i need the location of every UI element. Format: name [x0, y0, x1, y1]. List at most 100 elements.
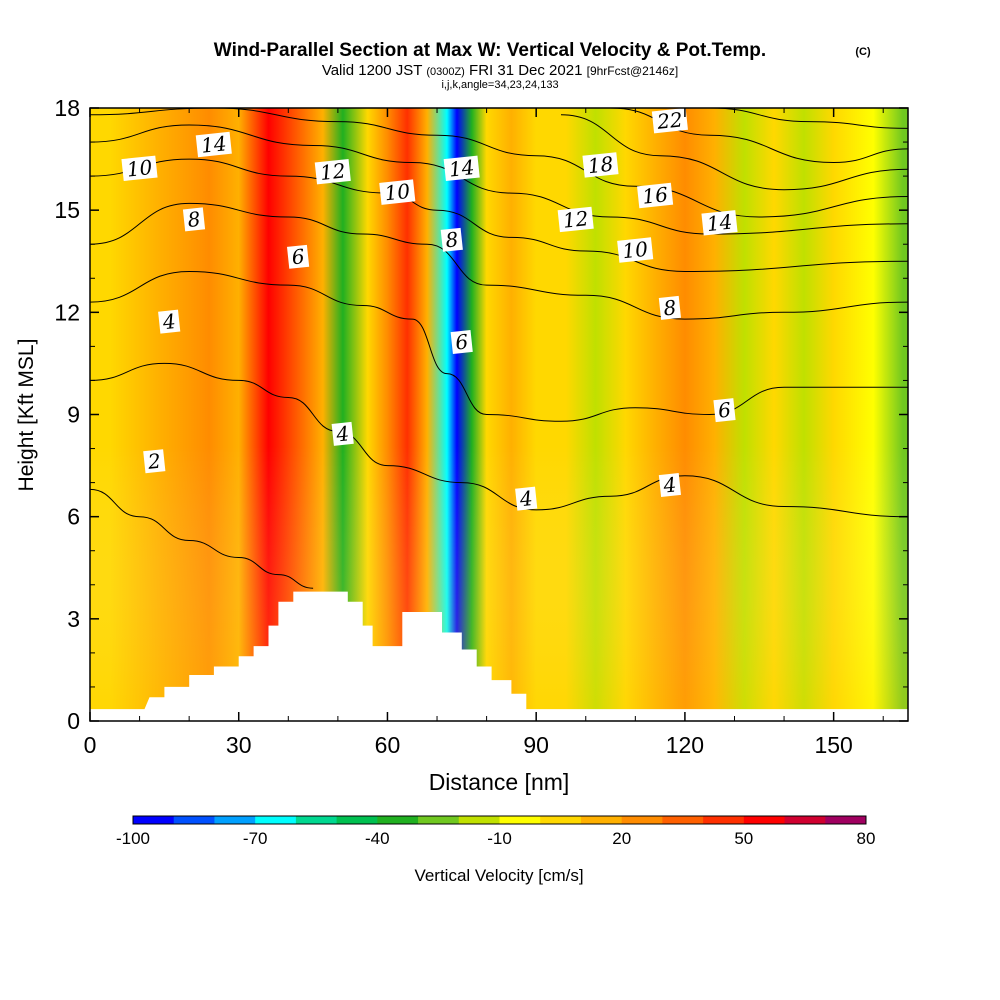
y-tick-label: 0 — [67, 708, 80, 734]
svg-text:4: 4 — [518, 486, 534, 511]
chart-title: Wind-Parallel Section at Max W: Vertical… — [214, 40, 766, 61]
contour-label: 4 — [331, 421, 354, 447]
svg-text:10: 10 — [126, 155, 154, 182]
svg-text:10: 10 — [383, 179, 411, 206]
svg-text:6: 6 — [291, 244, 306, 269]
svg-text:14: 14 — [448, 155, 476, 182]
theta-contour-22 — [709, 108, 908, 129]
section-indices: i,j,k,angle=34,23,24,133 — [441, 79, 558, 91]
colorbar-tick-label: 80 — [857, 829, 876, 848]
theta-contour-10 — [90, 158, 908, 273]
x-axis: 0 30 60 90 120 150 — [84, 108, 884, 758]
colorbar-swatch — [336, 816, 378, 824]
theta-contour-4 — [90, 362, 908, 518]
y-tick-label: 3 — [67, 606, 80, 632]
contour-label: 8 — [658, 295, 681, 321]
colorbar-swatch — [825, 816, 867, 824]
valid-utc: (0300Z) — [426, 66, 465, 78]
svg-text:22: 22 — [655, 107, 684, 134]
colorbar-swatch — [743, 816, 786, 824]
colorbar-swatch — [214, 816, 256, 824]
svg-text:12: 12 — [319, 158, 347, 185]
contour-label: 10 — [121, 155, 158, 182]
contour-label: 22 — [651, 107, 688, 134]
colorbar-swatch — [499, 816, 541, 824]
terrain — [90, 591, 908, 721]
forecast-info: [9hrFcst@2146z] — [587, 64, 679, 78]
contour-label: 4 — [658, 472, 681, 498]
colorbar-swatch — [662, 816, 704, 824]
theta-contour-6 — [90, 270, 908, 422]
contour-label: 14 — [195, 131, 232, 158]
theta-contour-2 — [90, 488, 314, 589]
y-tick-label: 9 — [67, 402, 80, 428]
colorbar-swatch — [784, 816, 826, 824]
colorbar-label: Vertical Velocity [cm/s] — [414, 866, 583, 885]
y-tick-label: 18 — [54, 95, 80, 121]
x-axis-label: Distance [nm] — [429, 769, 570, 795]
contour-label: 2 — [143, 449, 166, 474]
colorbar-tick-label: -70 — [243, 829, 268, 848]
colorbar-swatch — [418, 816, 460, 824]
x-tick-label: 0 — [84, 732, 97, 758]
contour-label: 16 — [637, 182, 674, 209]
contour-labels: 2 4 4 4 4 6 6 6 8 8 8 10 10 10 12 12 14 14 14 16 18 22 — [121, 107, 738, 511]
contour-label: 12 — [314, 158, 351, 185]
colorbar-swatch — [540, 816, 582, 824]
contour-label: 6 — [713, 397, 736, 423]
svg-text:14: 14 — [200, 131, 228, 158]
colorbar-swatch — [133, 816, 175, 824]
svg-text:4: 4 — [334, 421, 350, 446]
svg-text:16: 16 — [641, 182, 669, 209]
theta-contour-16 — [560, 114, 908, 191]
svg-text:8: 8 — [444, 227, 459, 252]
colorbar-tick-label: -40 — [365, 829, 390, 848]
colorbar-swatch — [621, 816, 663, 824]
contour-label: 4 — [158, 309, 181, 334]
y-tick-label: 6 — [67, 504, 80, 530]
contour-label: 4 — [515, 486, 538, 511]
colorbar-tick-label: 20 — [612, 829, 631, 848]
y-tick-label: 15 — [54, 197, 80, 223]
svg-text:18: 18 — [587, 152, 615, 179]
colorbar-tick-label: 50 — [734, 829, 753, 848]
contour-label: 18 — [582, 152, 619, 179]
x-tick-label: 150 — [814, 732, 852, 758]
svg-text:6: 6 — [717, 397, 732, 422]
svg-text:6: 6 — [454, 329, 469, 354]
x-tick-label: 120 — [666, 732, 704, 758]
y-axis-label: Height [Kft MSL] — [15, 339, 38, 492]
contour-label: 10 — [617, 237, 654, 264]
contour-label: 8 — [182, 207, 206, 232]
y-axis: 0 3 6 9 12 15 18 — [54, 95, 908, 734]
contour-label: 14 — [701, 210, 738, 237]
contour-label: 12 — [557, 206, 594, 233]
valid-date: FRI 31 Dec 2021 — [469, 62, 582, 79]
theta-contours — [90, 108, 908, 589]
svg-text:8: 8 — [186, 207, 201, 232]
colorbar-swatch — [173, 816, 215, 824]
svg-text:10: 10 — [621, 237, 649, 264]
svg-text:4: 4 — [161, 309, 177, 334]
x-tick-label: 90 — [523, 732, 549, 758]
y-tick-label: 12 — [54, 299, 80, 325]
contour-label: 8 — [440, 227, 463, 252]
theta-contour-8 — [90, 202, 908, 320]
copyright-mark: (C) — [855, 46, 871, 58]
x-tick-label: 60 — [375, 732, 401, 758]
colorbar-swatch — [255, 816, 297, 824]
contour-label: 6 — [287, 244, 310, 269]
x-tick-label: 30 — [226, 732, 252, 758]
colorbar-tick-label: -10 — [487, 829, 512, 848]
colorbar-swatch — [377, 816, 419, 824]
colorbar-swatch — [580, 816, 623, 824]
svg-text:8: 8 — [662, 295, 677, 320]
svg-text:4: 4 — [661, 472, 677, 497]
colorbar-swatch — [703, 816, 745, 824]
contour-label: 10 — [379, 179, 416, 206]
colorbar — [132, 815, 867, 825]
valid-time-line: Valid 1200 JST (0300Z) FRI 31 Dec 2021 [… — [322, 62, 678, 79]
svg-text:14: 14 — [706, 210, 734, 237]
svg-text:12: 12 — [562, 206, 590, 233]
